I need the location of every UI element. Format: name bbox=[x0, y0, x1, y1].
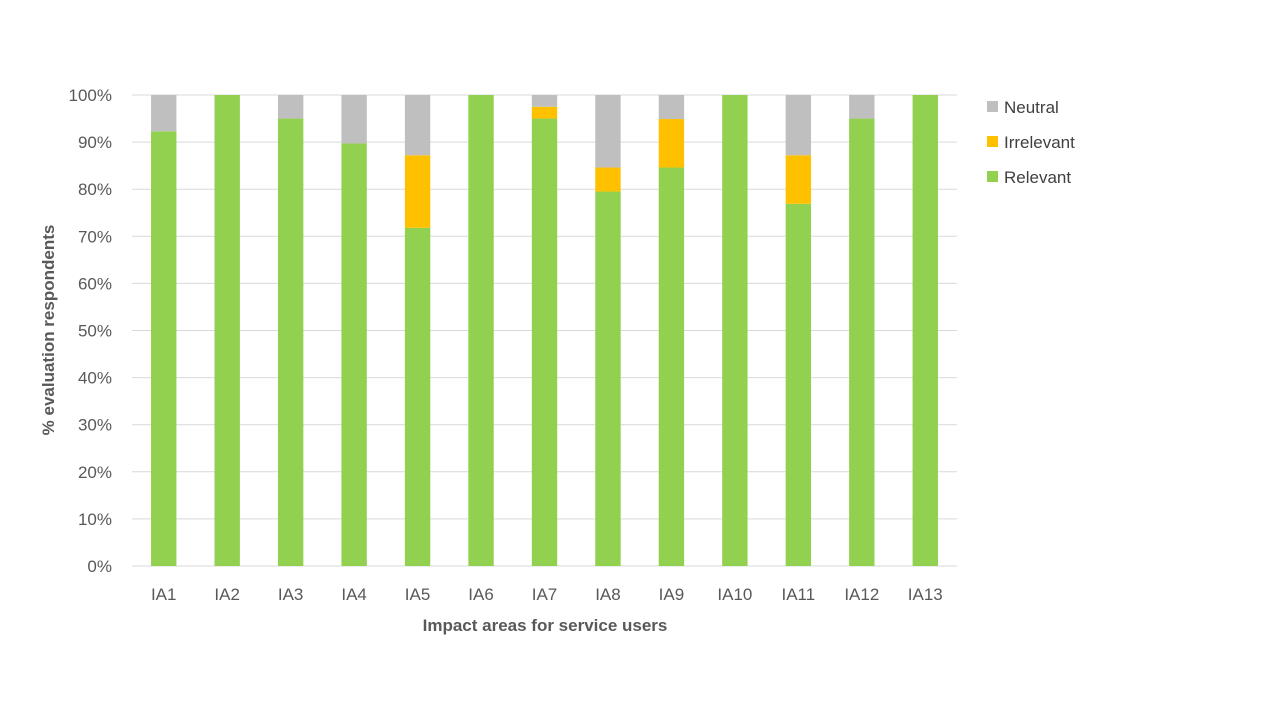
x-axis-title: Impact areas for service users bbox=[423, 616, 668, 635]
y-axis-title: % evaluation respondents bbox=[39, 225, 58, 436]
x-tick-labels: IA1 IA2 IA3 IA4 IA5 IA6 IA7 IA8 IA9 IA10 IA11 IA12 I… bbox=[151, 585, 943, 604]
bar-neutral-ia4 bbox=[341, 95, 367, 144]
y-tick-label: 10% bbox=[78, 510, 112, 529]
bar-relevant-ia12 bbox=[849, 118, 875, 567]
y-tick-label: 70% bbox=[78, 227, 112, 246]
x-tick-label: IA10 bbox=[717, 585, 752, 604]
y-tick-label: 30% bbox=[78, 416, 112, 435]
bar-relevant-ia11 bbox=[785, 203, 812, 566]
y-tick-labels: 0% 10% 20% 30% 40% 50% 60% 70% 80% 90% 100% bbox=[69, 86, 112, 576]
x-tick-label: IA11 bbox=[781, 585, 815, 604]
bar-irrelevant-ia11 bbox=[785, 155, 812, 204]
legend-swatch-neutral bbox=[987, 101, 998, 112]
y-tick-label: 60% bbox=[78, 274, 112, 293]
x-tick-label: IA4 bbox=[341, 585, 367, 604]
bars bbox=[151, 95, 938, 567]
x-tick-label: IA7 bbox=[532, 585, 558, 604]
bar-relevant-ia6 bbox=[468, 95, 494, 566]
x-tick-label: IA12 bbox=[844, 585, 879, 604]
bar-neutral-ia11 bbox=[785, 95, 812, 156]
legend-label-neutral: Neutral bbox=[1004, 98, 1059, 117]
bar-irrelevant-ia5 bbox=[404, 155, 431, 228]
legend-swatch-relevant bbox=[987, 171, 998, 182]
bar-relevant-ia3 bbox=[277, 118, 304, 567]
bar-relevant-ia4 bbox=[341, 143, 367, 566]
bar-neutral-ia12 bbox=[849, 95, 875, 119]
y-tick-label: 50% bbox=[78, 322, 112, 341]
bar-neutral-ia5 bbox=[404, 95, 431, 156]
y-tick-label: 80% bbox=[78, 180, 112, 199]
bar-relevant-ia2 bbox=[214, 95, 240, 566]
y-tick-label: 40% bbox=[78, 369, 112, 388]
bar-relevant-ia7 bbox=[531, 118, 558, 567]
bar-relevant-ia9 bbox=[658, 167, 685, 566]
y-tick-label: 0% bbox=[87, 557, 112, 576]
x-tick-label: IA6 bbox=[468, 585, 494, 604]
legend-label-irrelevant: Irrelevant bbox=[1004, 133, 1075, 152]
bar-relevant-ia13 bbox=[912, 95, 938, 566]
x-tick-label: IA2 bbox=[214, 585, 240, 604]
x-tick-label: IA1 bbox=[151, 585, 177, 604]
bar-neutral-ia7 bbox=[531, 95, 558, 107]
y-tick-label: 20% bbox=[78, 463, 112, 482]
x-tick-label: IA3 bbox=[278, 585, 304, 604]
bar-relevant-ia10 bbox=[722, 95, 748, 566]
legend: Neutral Irrelevant Relevant bbox=[987, 98, 1075, 187]
x-tick-label: IA13 bbox=[908, 585, 943, 604]
bar-irrelevant-ia8 bbox=[595, 167, 621, 192]
x-tick-label: IA5 bbox=[405, 585, 431, 604]
bar-neutral-ia1 bbox=[151, 95, 177, 132]
bar-neutral-ia9 bbox=[658, 95, 685, 120]
x-tick-label: IA8 bbox=[595, 585, 621, 604]
y-tick-label: 90% bbox=[78, 133, 112, 152]
legend-label-relevant: Relevant bbox=[1004, 168, 1071, 187]
bar-relevant-ia8 bbox=[595, 191, 621, 566]
bar-relevant-ia1 bbox=[151, 131, 177, 566]
bar-irrelevant-ia7 bbox=[531, 106, 558, 119]
bar-irrelevant-ia9 bbox=[658, 119, 685, 168]
y-tick-label: 100% bbox=[69, 86, 112, 105]
legend-swatch-irrelevant bbox=[987, 136, 998, 147]
bar-neutral-ia3 bbox=[277, 95, 304, 119]
bar-neutral-ia8 bbox=[595, 95, 621, 168]
x-tick-label: IA9 bbox=[659, 585, 685, 604]
bar-relevant-ia5 bbox=[404, 227, 431, 566]
